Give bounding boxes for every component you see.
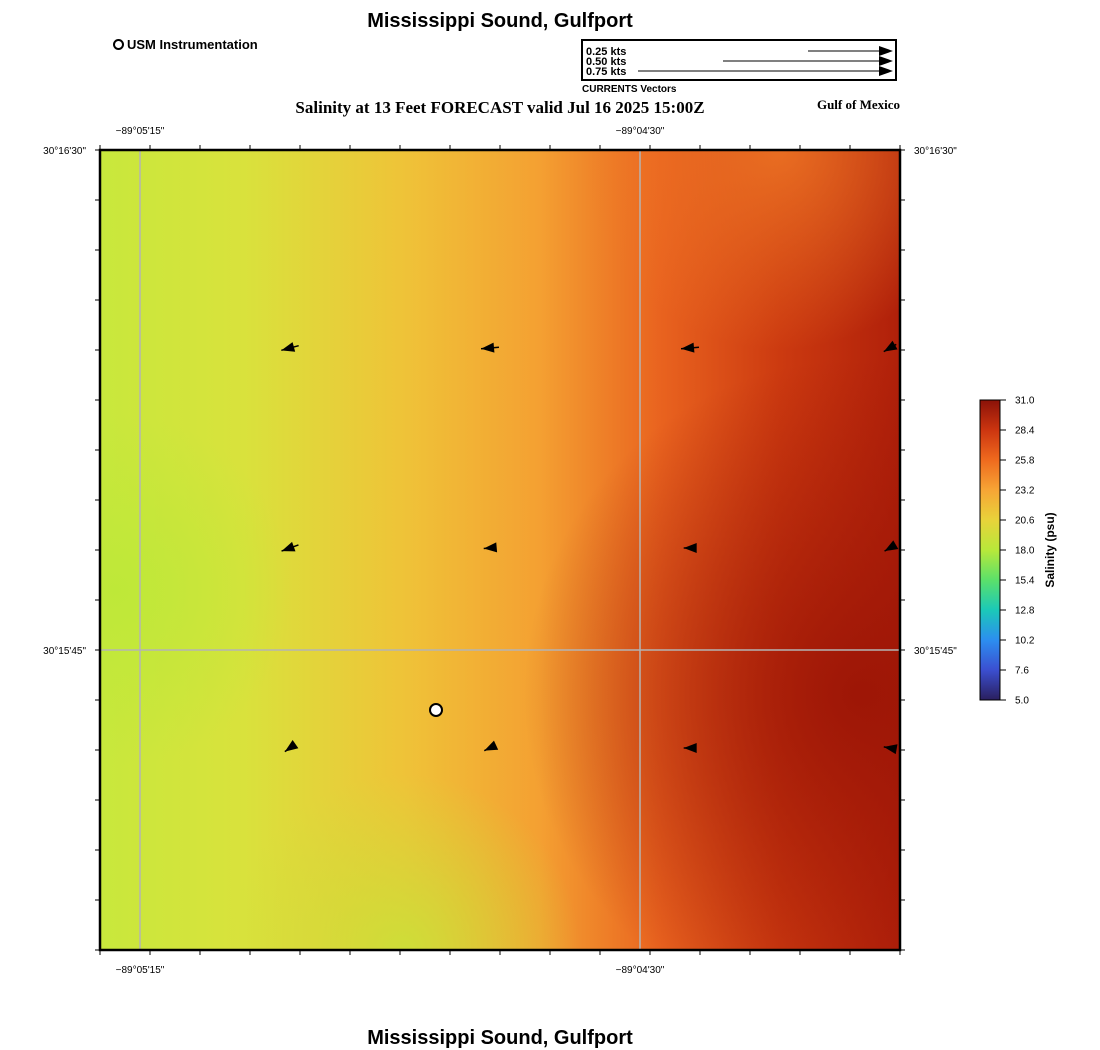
graticule <box>100 150 900 950</box>
lon-label-top-2: −89°04'30" <box>616 126 665 137</box>
region-label: Gulf of Mexico <box>816 97 900 112</box>
colorbar-tick-label: 7.6 <box>1015 666 1029 677</box>
current-vector <box>483 542 498 553</box>
lon-label-bottom-1: −89°05'15" <box>116 965 165 976</box>
map-subtitle: Salinity at 13 Feet FORECAST valid Jul 1… <box>295 98 705 117</box>
colorbar-tick-label: 5.0 <box>1015 696 1029 707</box>
vector-scale-arrow <box>808 46 893 56</box>
salinity-map: −89°05'15" −89°04'30" −89°05'15" −89°04'… <box>43 126 1057 976</box>
map-footer-title: Mississippi Sound, Gulfport <box>367 1027 633 1049</box>
current-vector <box>883 340 898 353</box>
vector-scale-label-2: 0.50 kts <box>586 56 627 68</box>
vector-scale-label-1: 0.25 kts <box>586 46 627 58</box>
current-vector <box>480 342 500 353</box>
salinity-field <box>100 150 900 950</box>
current-vector <box>281 541 299 552</box>
current-vector <box>284 740 299 753</box>
usm-station-marker[interactable] <box>429 703 443 717</box>
colorbar-ticks: 31.0 28.4 25.8 23.2 20.6 18.0 15.4 12.8 10.2 7.6 5… <box>1000 396 1035 707</box>
colorbar-tick-label: 25.8 <box>1015 456 1035 467</box>
colorbar-tick-label: 20.6 <box>1015 516 1035 527</box>
vector-scale-legend: 0.25 kts 0.50 kts 0.75 kts <box>581 39 897 81</box>
lon-label-top-1: −89°05'15" <box>116 126 165 137</box>
map-frame <box>98 148 902 952</box>
lat-label-left-2: 30°15'45" <box>43 646 86 657</box>
current-vector <box>683 543 697 553</box>
lon-label-bottom-2: −89°04'30" <box>616 965 665 976</box>
vector-scale-arrow <box>723 56 893 66</box>
current-vectors <box>281 340 899 755</box>
current-vector <box>483 740 499 752</box>
lat-label-right-2: 30°15'45" <box>914 646 957 657</box>
station-legend: USM Instrumentation <box>113 37 258 52</box>
colorbar: 31.0 28.4 25.8 23.2 20.6 18.0 15.4 12.8 10.2 7.6 5… <box>979 396 1057 707</box>
current-vector <box>683 743 697 753</box>
current-vector <box>883 744 898 755</box>
colorbar-tick-label: 15.4 <box>1015 576 1035 587</box>
colorbar-tick-label: 28.4 <box>1015 426 1035 437</box>
vector-scale-label-3: 0.75 kts <box>586 66 627 78</box>
lat-label-left-1: 30°16'30" <box>43 146 86 157</box>
station-circle-icon <box>113 39 124 50</box>
colorbar-ramp <box>979 399 1001 701</box>
map-title: Mississippi Sound, Gulfport <box>367 10 633 32</box>
vector-scale-arrow <box>638 66 893 76</box>
colorbar-title: Salinity (psu) <box>1043 512 1057 587</box>
colorbar-tick-label: 31.0 <box>1015 396 1035 407</box>
current-vector <box>680 342 700 353</box>
colorbar-tick-label: 10.2 <box>1015 636 1035 647</box>
colorbar-tick-label: 12.8 <box>1015 606 1035 617</box>
colorbar-tick-label: 18.0 <box>1015 546 1035 557</box>
colorbar-tick-label: 23.2 <box>1015 486 1035 497</box>
lat-label-right-1: 30°16'30" <box>914 146 957 157</box>
vector-scale-arrows <box>638 46 893 76</box>
current-vector <box>884 540 899 552</box>
station-legend-label: USM Instrumentation <box>127 37 258 52</box>
current-vector <box>281 342 299 352</box>
vector-caption: CURRENTS Vectors <box>582 84 677 95</box>
